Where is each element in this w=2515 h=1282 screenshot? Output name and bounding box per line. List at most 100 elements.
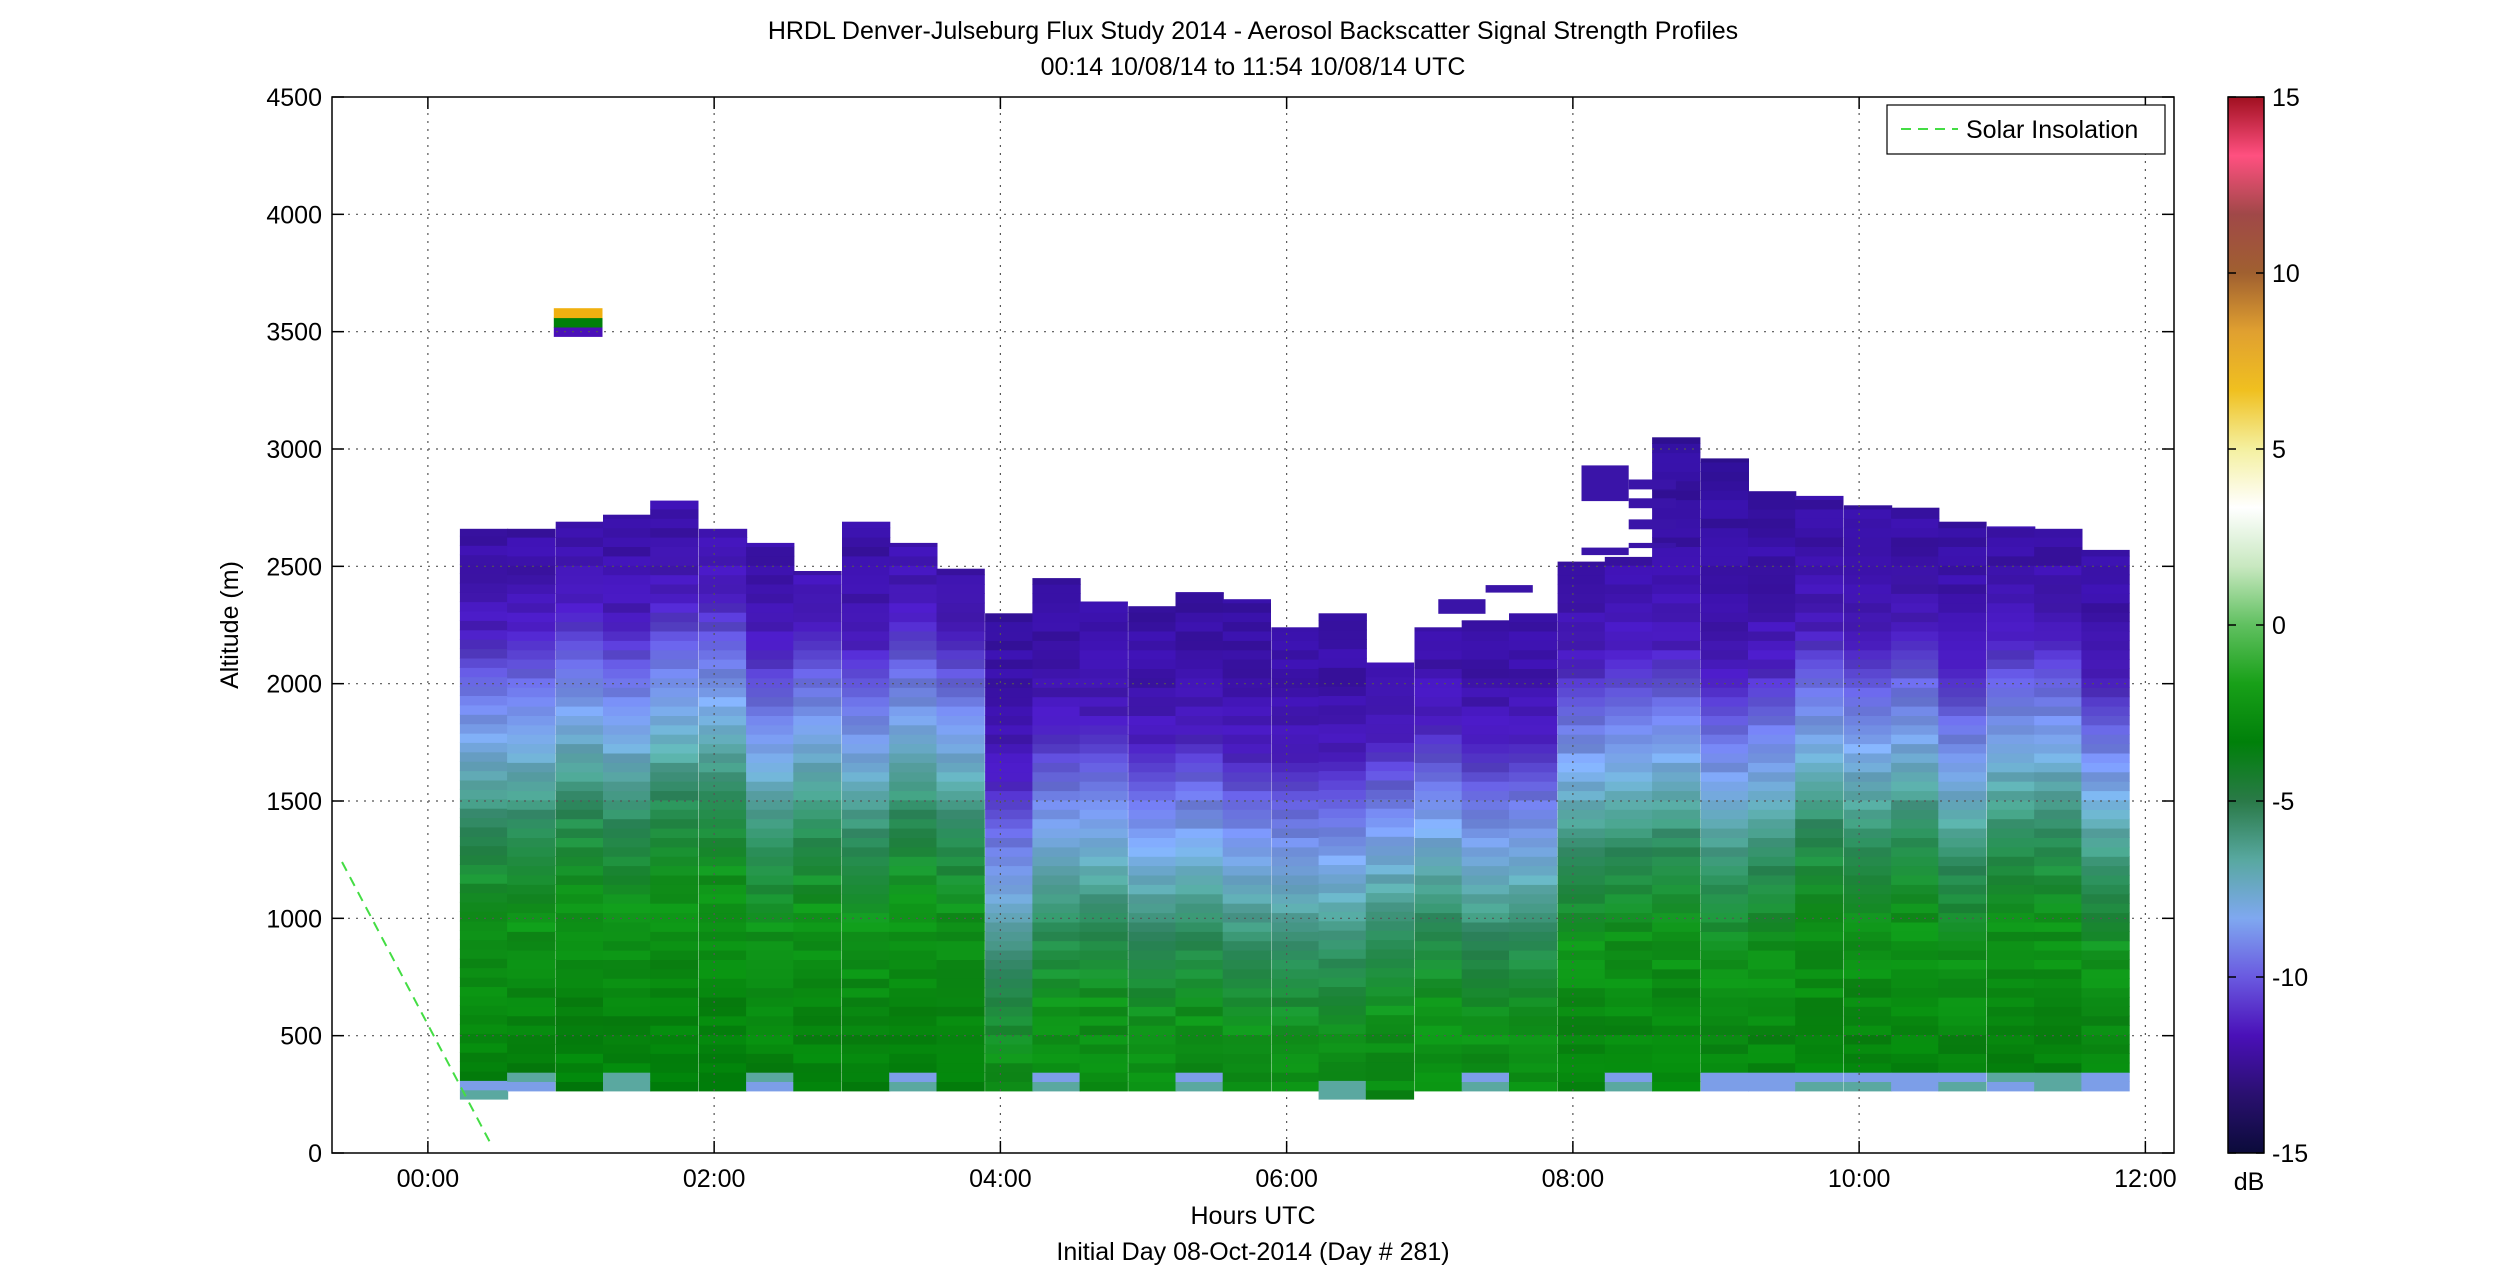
heat-cell bbox=[842, 743, 891, 754]
heat-cell bbox=[603, 574, 652, 585]
heat-cell bbox=[2034, 1006, 2083, 1017]
heat-cell bbox=[1938, 799, 1987, 810]
profile-column-17 bbox=[1271, 627, 1320, 1092]
heat-cell bbox=[1795, 574, 1844, 585]
y-tick-label: 3500 bbox=[266, 319, 322, 347]
heat-cell bbox=[459, 1052, 509, 1063]
heat-cell bbox=[1032, 1072, 1081, 1082]
heat-cell bbox=[1700, 940, 1749, 951]
heat-cell bbox=[507, 1006, 556, 1017]
heat-cell bbox=[1414, 696, 1463, 707]
heat-cell bbox=[1032, 1053, 1081, 1064]
heat-cell bbox=[1604, 987, 1654, 998]
heat-cell bbox=[1128, 903, 1177, 914]
heat-cell bbox=[459, 695, 509, 706]
heat-cell bbox=[1652, 968, 1701, 979]
heat-cell bbox=[1128, 912, 1177, 923]
heat-cell bbox=[842, 1025, 891, 1036]
profile-column-13 bbox=[1079, 601, 1128, 1092]
heat-cell bbox=[746, 1062, 795, 1073]
isolated-feature-4 bbox=[1581, 547, 1629, 556]
heat-cell bbox=[746, 612, 795, 623]
heat-cell bbox=[2034, 818, 2083, 829]
heat-cell bbox=[985, 912, 1034, 923]
heat-cell bbox=[1891, 781, 1940, 792]
heat-cell bbox=[1891, 903, 1940, 914]
heat-cell bbox=[1318, 958, 1367, 969]
heat-cell bbox=[793, 571, 842, 576]
heat-cell bbox=[1987, 1062, 2036, 1073]
heat-cell bbox=[459, 892, 509, 903]
heat-cell bbox=[2034, 593, 2083, 604]
heat-cell bbox=[459, 535, 509, 546]
heat-cell bbox=[507, 978, 556, 989]
heat-cell bbox=[1175, 715, 1224, 726]
heat-cell bbox=[1318, 686, 1367, 696]
heat-cell bbox=[650, 668, 699, 679]
profile-column-22 bbox=[1509, 613, 1558, 1092]
heat-cell bbox=[1700, 1053, 1749, 1064]
heat-cell bbox=[1271, 856, 1320, 867]
heat-cell bbox=[1079, 968, 1128, 979]
heat-cell bbox=[1891, 507, 1940, 510]
heat-cell bbox=[1652, 518, 1701, 529]
heat-cell bbox=[746, 781, 795, 792]
heat-cell bbox=[2081, 865, 2130, 876]
heat-cell bbox=[698, 809, 748, 820]
heat-cell bbox=[1461, 620, 1510, 623]
heat-cell bbox=[1891, 574, 1940, 585]
heat-cell bbox=[1987, 593, 2036, 604]
heat-cell bbox=[1509, 1062, 1558, 1073]
heat-cell bbox=[1652, 781, 1701, 792]
heat-cell bbox=[507, 931, 556, 942]
heat-cell bbox=[1891, 856, 1940, 867]
heat-cell bbox=[1509, 734, 1558, 745]
heat-cell bbox=[1414, 940, 1463, 951]
heat-cell bbox=[1938, 752, 1987, 763]
heat-cell bbox=[1748, 621, 1797, 632]
heat-cell bbox=[2081, 828, 2130, 838]
heat-cell bbox=[698, 1062, 748, 1073]
heat-cell bbox=[555, 846, 604, 857]
heat-cell bbox=[793, 583, 842, 594]
heat-cell bbox=[1222, 799, 1271, 810]
heat-cell bbox=[793, 950, 842, 960]
heat-cell bbox=[1175, 752, 1224, 763]
heat-cell bbox=[1938, 583, 1987, 594]
heat-cell bbox=[1318, 1033, 1367, 1044]
heat-cell bbox=[459, 873, 509, 884]
heat-cell bbox=[1509, 921, 1558, 932]
heat-cell bbox=[1128, 799, 1177, 810]
heat-cell bbox=[1652, 593, 1701, 604]
heat-cell bbox=[1604, 921, 1654, 932]
heat-cell bbox=[650, 762, 699, 773]
heat-cell bbox=[1509, 1015, 1558, 1026]
heat-cell bbox=[793, 978, 842, 989]
heat-cell bbox=[1175, 621, 1224, 632]
heat-cell bbox=[459, 528, 509, 537]
heat-cell bbox=[1700, 565, 1749, 576]
heat-cell bbox=[1079, 987, 1128, 998]
axis-ticks: 00:00 02:00 04:00 06:00 08:00 10:00 12:0005001… bbox=[266, 84, 2176, 1193]
heat-cell bbox=[1557, 846, 1606, 857]
heat-cell bbox=[1843, 1072, 1893, 1082]
heat-cell bbox=[746, 1006, 795, 1017]
heat-cell bbox=[1222, 649, 1271, 660]
heat-cell bbox=[1557, 752, 1606, 763]
heat-cell bbox=[936, 568, 985, 576]
heat-cell bbox=[507, 621, 556, 632]
heat-cell bbox=[1509, 940, 1558, 951]
heat-cell bbox=[1222, 940, 1271, 951]
heat-cell bbox=[1700, 499, 1749, 510]
heat-cell bbox=[936, 1062, 985, 1073]
heat-cell bbox=[1365, 817, 1415, 828]
heat-cell bbox=[746, 1072, 795, 1082]
heat-cell bbox=[842, 790, 891, 801]
heat-cell bbox=[1557, 781, 1606, 792]
heat-cell bbox=[603, 893, 652, 904]
profile-column-23 bbox=[1557, 561, 1606, 1092]
heat-cell bbox=[1748, 508, 1797, 519]
heat-cell bbox=[603, 1072, 652, 1082]
heat-cell bbox=[1032, 724, 1081, 735]
heat-cell bbox=[1222, 752, 1271, 763]
